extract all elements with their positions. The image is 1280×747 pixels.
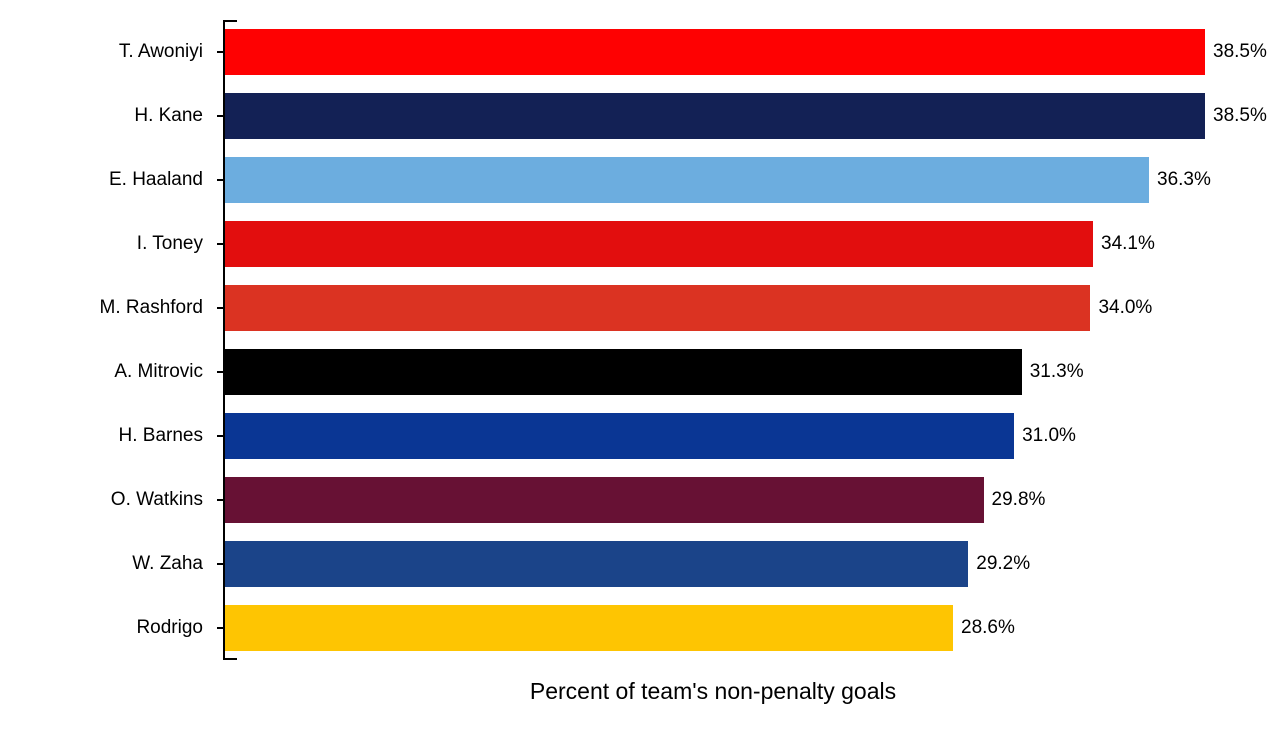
y-axis-label: A. Mitrovic	[114, 361, 203, 383]
y-axis-label: W. Zaha	[132, 553, 203, 575]
y-axis-label: I. Toney	[137, 233, 203, 255]
axis-elbow-bottom	[223, 658, 237, 660]
y-tick	[217, 115, 225, 117]
bar-row: Rodrigo28.6%	[225, 596, 1203, 660]
bar-value-label: 38.5%	[1205, 41, 1267, 63]
y-axis-label: E. Haaland	[109, 169, 203, 191]
plot-area: T. Awoniyi38.5%H. Kane38.5%E. Haaland36.…	[223, 20, 1203, 660]
y-tick	[217, 435, 225, 437]
y-tick	[217, 627, 225, 629]
x-axis-label: Percent of team's non-penalty goals	[223, 678, 1203, 705]
bar-row: W. Zaha29.2%	[225, 532, 1203, 596]
y-tick	[217, 499, 225, 501]
bar-row: O. Watkins29.8%	[225, 468, 1203, 532]
bar	[225, 285, 1090, 331]
bar-row: I. Toney34.1%	[225, 212, 1203, 276]
bar	[225, 93, 1205, 139]
bar	[225, 349, 1022, 395]
bar-value-label: 38.5%	[1205, 105, 1267, 127]
bar-value-label: 28.6%	[953, 617, 1015, 639]
bar-row: H. Kane38.5%	[225, 84, 1203, 148]
bar-row: H. Barnes31.0%	[225, 404, 1203, 468]
y-tick	[217, 371, 225, 373]
bar	[225, 29, 1205, 75]
bar-row: M. Rashford34.0%	[225, 276, 1203, 340]
bar-value-label: 34.1%	[1093, 233, 1155, 255]
y-axis-label: H. Kane	[134, 105, 203, 127]
y-tick	[217, 179, 225, 181]
bar-value-label: 31.0%	[1014, 425, 1076, 447]
y-tick	[217, 307, 225, 309]
bar-value-label: 31.3%	[1022, 361, 1084, 383]
bar	[225, 605, 953, 651]
bar	[225, 157, 1149, 203]
bar-value-label: 29.2%	[968, 553, 1030, 575]
bar-row: A. Mitrovic31.3%	[225, 340, 1203, 404]
bar-value-label: 34.0%	[1090, 297, 1152, 319]
y-tick	[217, 563, 225, 565]
bar-value-label: 29.8%	[984, 489, 1046, 511]
y-axis-label: T. Awoniyi	[119, 41, 203, 63]
bar	[225, 477, 984, 523]
y-axis-label: H. Barnes	[119, 425, 203, 447]
y-axis-label: O. Watkins	[111, 489, 203, 511]
bar-value-label: 36.3%	[1149, 169, 1211, 191]
bar	[225, 541, 968, 587]
y-tick	[217, 51, 225, 53]
y-tick	[217, 243, 225, 245]
bar-row: E. Haaland36.3%	[225, 148, 1203, 212]
bar	[225, 413, 1014, 459]
y-axis-label: Rodrigo	[136, 617, 203, 639]
bar-row: T. Awoniyi38.5%	[225, 20, 1203, 84]
goal-share-chart: T. Awoniyi38.5%H. Kane38.5%E. Haaland36.…	[0, 0, 1280, 747]
bar	[225, 221, 1093, 267]
y-axis-label: M. Rashford	[100, 297, 203, 319]
